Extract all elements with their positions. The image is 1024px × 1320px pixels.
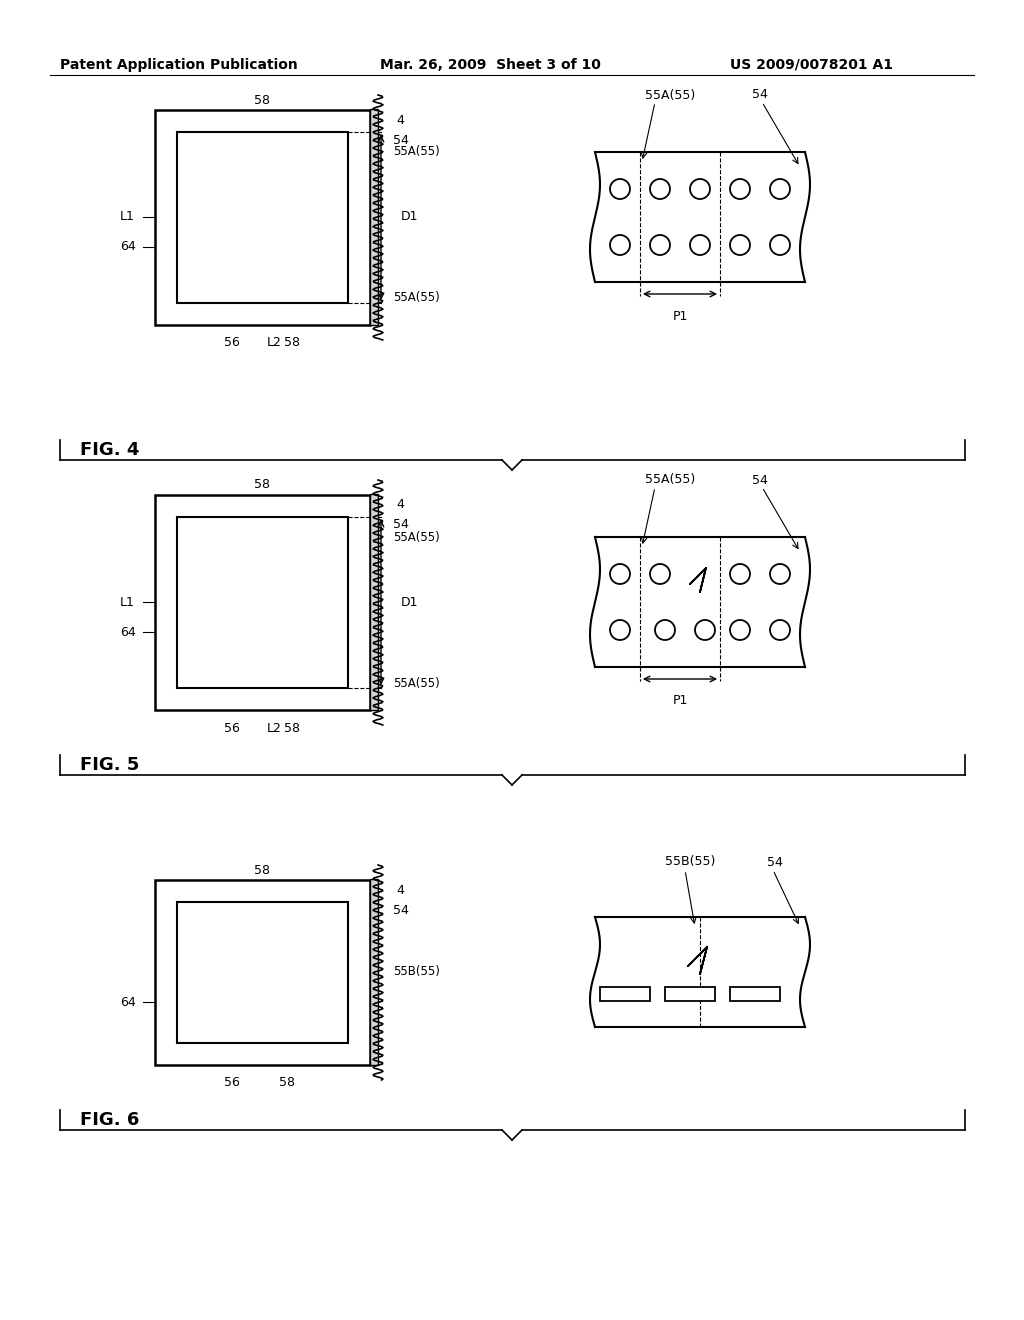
Text: 55A(55): 55A(55) xyxy=(393,676,439,689)
Text: 58: 58 xyxy=(284,722,300,734)
Text: P1: P1 xyxy=(673,694,688,708)
Text: 55B(55): 55B(55) xyxy=(393,965,440,978)
Text: 55A(55): 55A(55) xyxy=(645,88,695,102)
Text: 55A(55): 55A(55) xyxy=(393,531,439,544)
Text: 64: 64 xyxy=(120,240,136,253)
Text: 50: 50 xyxy=(253,210,270,224)
Text: 58: 58 xyxy=(254,94,270,107)
Bar xyxy=(370,879,378,1065)
Bar xyxy=(370,494,378,710)
Bar xyxy=(155,110,370,325)
Text: 58: 58 xyxy=(254,863,270,876)
Text: FIG. 4: FIG. 4 xyxy=(80,441,139,459)
Text: L1: L1 xyxy=(120,210,135,223)
Text: 4: 4 xyxy=(396,883,403,896)
Text: 50: 50 xyxy=(253,965,270,979)
Text: D1: D1 xyxy=(401,595,419,609)
Text: 54: 54 xyxy=(767,855,783,869)
Text: 56: 56 xyxy=(224,1077,240,1089)
Text: P1: P1 xyxy=(673,309,688,322)
Text: 4: 4 xyxy=(396,114,403,127)
Text: US 2009/0078201 A1: US 2009/0078201 A1 xyxy=(730,58,893,73)
Text: 58: 58 xyxy=(284,337,300,350)
Text: 50: 50 xyxy=(253,595,270,609)
Text: 55A(55): 55A(55) xyxy=(393,292,439,305)
Text: 55B(55): 55B(55) xyxy=(665,855,715,869)
Bar xyxy=(177,902,348,1043)
Bar xyxy=(370,110,378,325)
Text: D1: D1 xyxy=(401,210,419,223)
Text: 64: 64 xyxy=(120,995,136,1008)
Text: L2: L2 xyxy=(267,337,282,350)
Text: FIG. 5: FIG. 5 xyxy=(80,756,139,774)
Bar xyxy=(730,987,780,1001)
Text: 58: 58 xyxy=(279,1077,295,1089)
Bar xyxy=(600,987,650,1001)
Text: 54: 54 xyxy=(752,474,768,487)
Text: P50: P50 xyxy=(259,210,285,224)
Bar xyxy=(155,880,370,1065)
Text: 55A(55): 55A(55) xyxy=(645,474,695,487)
Text: 56: 56 xyxy=(224,337,240,350)
Text: Mar. 26, 2009  Sheet 3 of 10: Mar. 26, 2009 Sheet 3 of 10 xyxy=(380,58,601,73)
Text: 54: 54 xyxy=(393,903,409,916)
Text: 58: 58 xyxy=(254,479,270,491)
Text: 54: 54 xyxy=(393,519,409,532)
Text: 54: 54 xyxy=(752,88,768,102)
Text: 56: 56 xyxy=(224,722,240,734)
Text: Patent Application Publication: Patent Application Publication xyxy=(60,58,298,73)
Bar xyxy=(665,987,715,1001)
Text: FIG. 6: FIG. 6 xyxy=(80,1111,139,1129)
Text: 54: 54 xyxy=(393,133,409,147)
Text: 4: 4 xyxy=(396,499,403,511)
Bar xyxy=(177,517,348,688)
Text: 64: 64 xyxy=(120,626,136,639)
Text: 55A(55): 55A(55) xyxy=(393,145,439,158)
Bar xyxy=(177,132,348,304)
Text: L1: L1 xyxy=(120,595,135,609)
Bar xyxy=(155,495,370,710)
Text: L2: L2 xyxy=(267,722,282,734)
